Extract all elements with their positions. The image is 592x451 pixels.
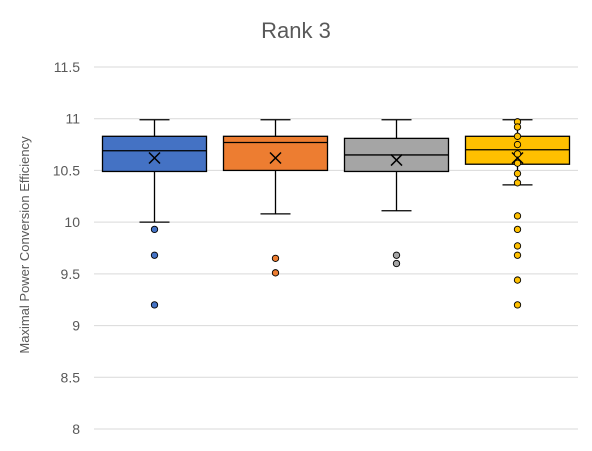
outlier-point — [513, 179, 522, 187]
y-tick-label: 8.5 — [61, 369, 81, 385]
y-axis-title: Maximal Power Conversion Efficiency — [17, 136, 32, 354]
outlier-point — [513, 140, 522, 149]
iqr-box — [222, 135, 329, 172]
mean-marker — [148, 151, 161, 165]
mean-marker — [269, 151, 282, 165]
y-tick-label: 8 — [72, 421, 80, 437]
box-series — [464, 118, 571, 309]
gridlines — [94, 66, 578, 430]
outlier-point — [513, 225, 522, 234]
outlier-point — [513, 212, 522, 220]
y-tick-label: 10 — [64, 214, 80, 230]
outlier-point — [150, 225, 159, 234]
outlier-point — [271, 254, 280, 262]
outlier-point — [513, 150, 522, 158]
mean-marker — [390, 154, 403, 167]
outlier-point — [150, 301, 159, 309]
outlier-point — [150, 251, 159, 259]
outlier-point — [392, 251, 401, 259]
box-series — [101, 119, 208, 309]
outlier-point — [513, 276, 522, 284]
y-tick-label: 9 — [72, 318, 80, 334]
outlier-point — [513, 301, 522, 309]
outlier-point — [513, 159, 522, 167]
box-series — [343, 119, 450, 268]
outlier-point — [513, 169, 522, 178]
mean-marker — [511, 151, 524, 165]
outlier-point — [513, 132, 522, 140]
outlier-point — [513, 123, 522, 131]
chart-title: Rank 3 — [261, 18, 331, 43]
outlier-point — [513, 242, 522, 250]
outlier-point — [271, 269, 280, 277]
y-tick-label: 11 — [65, 111, 80, 127]
y-axis-ticks: 8 8.5 9 9.5 10 10.5 11 11.5 — [53, 59, 80, 437]
outlier-point — [392, 259, 401, 268]
box-series — [222, 119, 329, 277]
y-tick-label: 9.5 — [61, 266, 81, 282]
y-tick-label: 11.5 — [54, 59, 80, 75]
iqr-box — [101, 135, 208, 173]
plot-area — [101, 118, 571, 309]
outlier-point — [513, 251, 522, 259]
y-tick-label: 10.5 — [53, 162, 80, 178]
